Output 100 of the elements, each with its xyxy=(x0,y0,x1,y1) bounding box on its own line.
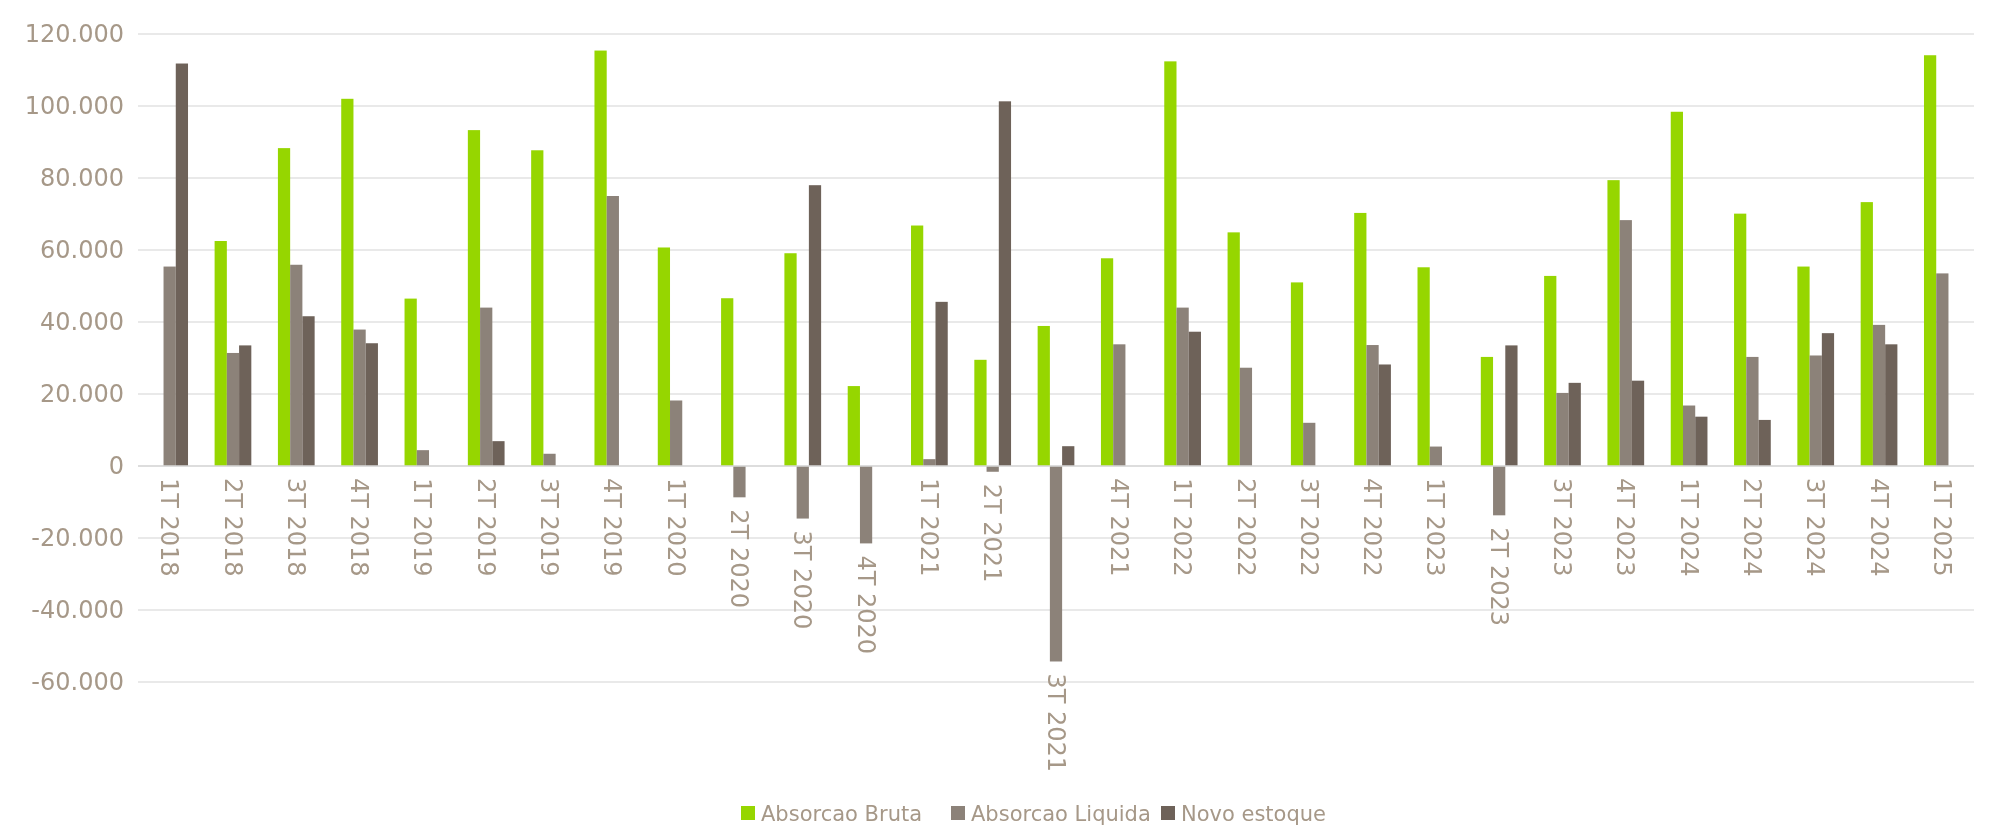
bar xyxy=(1821,333,1835,466)
bar xyxy=(859,466,873,544)
x-tick-label: 2T 2023 xyxy=(1484,527,1513,626)
bar xyxy=(1239,367,1253,466)
bar xyxy=(606,196,619,466)
x-tick-label: 1T 2024 xyxy=(1674,478,1703,577)
bar xyxy=(290,264,303,466)
x-tick-label: 3T 2023 xyxy=(1548,478,1577,577)
x-tick-label: 4T 2021 xyxy=(1104,478,1133,577)
y-tick-label: 0 xyxy=(108,452,124,481)
bar xyxy=(531,150,544,466)
bar xyxy=(214,241,227,466)
x-tick-label: 3T 2019 xyxy=(535,478,564,577)
x-tick-label: 4T 2022 xyxy=(1358,478,1387,577)
bar xyxy=(365,343,378,466)
y-tick-label: 20.000 xyxy=(40,380,124,409)
bar xyxy=(1493,466,1506,516)
bar xyxy=(1227,232,1240,466)
bar xyxy=(1746,356,1759,466)
x-tick-label: 2T 2021 xyxy=(978,483,1007,583)
bar xyxy=(163,266,176,466)
bar xyxy=(175,63,189,466)
bar xyxy=(1480,356,1494,466)
bar xyxy=(721,298,734,466)
bar xyxy=(733,466,746,498)
bar xyxy=(1631,380,1645,466)
y-tick-label: -20.000 xyxy=(31,524,124,553)
bar xyxy=(1923,55,1937,466)
bar xyxy=(239,345,252,466)
bar xyxy=(670,400,683,466)
bar xyxy=(1303,422,1316,466)
bar xyxy=(1366,345,1379,466)
x-tick-label: 2T 2022 xyxy=(1231,478,1260,577)
y-tick-label: -60.000 xyxy=(31,668,124,697)
bar xyxy=(1556,392,1569,466)
x-tick-label: 1T 2021 xyxy=(914,478,943,577)
bar xyxy=(1619,220,1632,466)
bar xyxy=(1417,267,1430,466)
bar xyxy=(1037,325,1050,466)
bar xyxy=(1936,273,1949,466)
bar xyxy=(1100,258,1114,466)
bar xyxy=(302,316,315,466)
bar xyxy=(404,298,417,466)
bar xyxy=(1188,331,1201,466)
x-tick-label: 4T 2018 xyxy=(345,478,374,577)
legend-label: Absorcao Liquida xyxy=(971,802,1151,827)
bar xyxy=(543,453,556,466)
x-tick-label: 3T 2022 xyxy=(1294,478,1323,577)
bar xyxy=(935,301,948,466)
bar xyxy=(998,101,1012,466)
bar xyxy=(1670,111,1683,466)
bar xyxy=(1378,364,1391,466)
bar xyxy=(1544,275,1557,466)
x-tick-label: 2T 2024 xyxy=(1738,478,1767,577)
bar xyxy=(911,225,924,466)
bar xyxy=(492,441,505,466)
bar xyxy=(1176,307,1189,466)
y-tick-label: 120.000 xyxy=(24,20,124,49)
bar xyxy=(657,247,671,466)
bar xyxy=(974,359,987,466)
bar xyxy=(1049,466,1063,662)
bar xyxy=(1062,446,1075,466)
x-tick-label: 2T 2018 xyxy=(218,478,247,577)
bar xyxy=(226,352,240,466)
legend-label: Novo estoque xyxy=(1181,802,1327,827)
x-tick-label: 1T 2018 xyxy=(155,478,184,577)
x-tick-label: 2T 2019 xyxy=(471,478,500,577)
bar xyxy=(594,50,607,466)
bar xyxy=(1885,344,1898,466)
x-tick-label: 3T 2024 xyxy=(1801,478,1830,577)
x-tick-label: 3T 2018 xyxy=(281,478,310,577)
x-tick-label: 4T 2023 xyxy=(1611,478,1640,577)
bar xyxy=(1113,344,1126,466)
bar xyxy=(1607,180,1620,466)
bar xyxy=(1290,282,1304,466)
legend-label: Absorcao Bruta xyxy=(761,802,923,827)
bar xyxy=(847,386,860,466)
x-tick-label: 1T 2022 xyxy=(1168,478,1197,577)
bar xyxy=(1568,382,1581,466)
bar xyxy=(353,329,366,466)
bar xyxy=(1797,266,1810,466)
x-tick-label: 1T 2020 xyxy=(661,478,690,577)
bar xyxy=(808,185,822,466)
y-tick-label: 40.000 xyxy=(40,308,124,337)
bar xyxy=(277,148,291,466)
bar xyxy=(1429,446,1442,466)
bar xyxy=(1505,345,1518,466)
bar xyxy=(1872,324,1886,466)
bar xyxy=(480,307,493,466)
x-tick-label: 1T 2019 xyxy=(408,478,437,577)
x-tick-label: 2T 2020 xyxy=(725,509,754,608)
x-tick-label: 3T 2020 xyxy=(788,530,817,630)
x-tick-label: 1T 2025 xyxy=(1927,478,1956,577)
bar xyxy=(1695,416,1708,466)
y-tick-label: 100.000 xyxy=(24,92,124,121)
bar xyxy=(416,450,430,466)
bar xyxy=(784,253,797,466)
bar xyxy=(467,130,481,466)
x-tick-label: 3T 2021 xyxy=(1041,673,1070,773)
bar xyxy=(1809,355,1822,466)
